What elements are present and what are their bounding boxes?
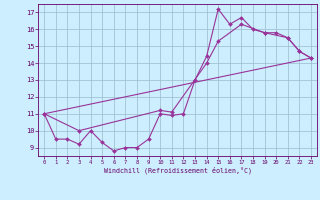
X-axis label: Windchill (Refroidissement éolien,°C): Windchill (Refroidissement éolien,°C) [104, 167, 252, 174]
